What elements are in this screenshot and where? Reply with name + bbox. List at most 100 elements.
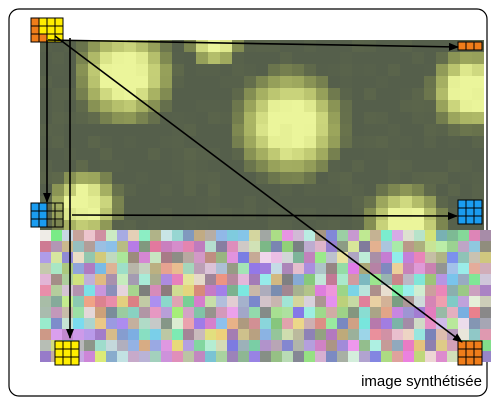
pixel bbox=[216, 274, 227, 285]
pixel bbox=[183, 274, 194, 285]
pixel bbox=[280, 172, 292, 184]
pixel bbox=[112, 148, 124, 160]
pixel bbox=[388, 196, 400, 208]
pixel bbox=[52, 220, 64, 230]
pixel bbox=[403, 307, 414, 318]
pixel bbox=[88, 100, 100, 112]
pixel bbox=[326, 285, 337, 296]
pixel bbox=[304, 274, 315, 285]
pixel bbox=[381, 351, 392, 362]
pixel bbox=[238, 285, 249, 296]
pixel bbox=[469, 230, 480, 241]
pixel bbox=[220, 196, 232, 208]
pixel bbox=[139, 241, 150, 252]
pixel bbox=[376, 64, 388, 76]
pixel bbox=[52, 76, 64, 88]
pixel bbox=[414, 263, 425, 274]
pixel bbox=[392, 230, 403, 241]
pixel bbox=[128, 318, 139, 329]
pixel bbox=[328, 160, 340, 172]
pixel bbox=[414, 252, 425, 263]
pixel bbox=[480, 274, 491, 285]
pixel bbox=[359, 274, 370, 285]
pixel bbox=[100, 220, 112, 230]
pixel bbox=[412, 160, 424, 172]
pixel bbox=[160, 172, 172, 184]
pixel bbox=[124, 136, 136, 148]
pixel bbox=[183, 318, 194, 329]
pixel bbox=[62, 252, 73, 263]
pixel bbox=[46, 25, 56, 35]
pixel bbox=[183, 340, 194, 351]
pixel bbox=[244, 40, 256, 52]
pixel bbox=[457, 41, 467, 51]
pixel bbox=[249, 252, 260, 263]
pixel bbox=[465, 215, 475, 225]
pixel bbox=[436, 184, 448, 196]
pixel bbox=[95, 263, 106, 274]
pixel bbox=[208, 88, 220, 100]
pixel bbox=[150, 241, 161, 252]
pixel bbox=[100, 76, 112, 88]
pixel bbox=[117, 274, 128, 285]
pixel bbox=[376, 172, 388, 184]
pixel bbox=[244, 196, 256, 208]
pixel bbox=[460, 100, 472, 112]
pixel bbox=[348, 340, 359, 351]
pixel bbox=[340, 100, 352, 112]
pixel bbox=[256, 220, 268, 230]
pixel bbox=[326, 318, 337, 329]
pixel bbox=[139, 329, 150, 340]
pixel bbox=[117, 318, 128, 329]
pixel bbox=[160, 160, 172, 172]
pixel bbox=[447, 241, 458, 252]
pixel bbox=[381, 329, 392, 340]
pixel bbox=[220, 52, 232, 64]
pixel bbox=[117, 351, 128, 362]
pixel bbox=[414, 274, 425, 285]
pixel bbox=[148, 196, 160, 208]
pixel bbox=[183, 351, 194, 362]
pixel bbox=[447, 318, 458, 329]
pixel bbox=[337, 252, 348, 263]
pixel bbox=[436, 124, 448, 136]
pixel bbox=[148, 40, 160, 52]
pixel bbox=[392, 241, 403, 252]
arrow bbox=[54, 35, 463, 343]
pixel bbox=[448, 136, 460, 148]
pixel bbox=[364, 112, 376, 124]
pixel bbox=[304, 329, 315, 340]
pixel bbox=[205, 296, 216, 307]
pixel bbox=[337, 307, 348, 318]
pixel bbox=[316, 88, 328, 100]
pixel bbox=[128, 263, 139, 274]
pixel bbox=[293, 241, 304, 252]
pixel bbox=[337, 230, 348, 241]
pixel bbox=[136, 160, 148, 172]
pixel bbox=[220, 124, 232, 136]
pixel bbox=[208, 124, 220, 136]
pixel bbox=[227, 241, 238, 252]
pixel bbox=[52, 160, 64, 172]
pixel bbox=[112, 124, 124, 136]
pixel bbox=[280, 40, 292, 52]
pixel bbox=[388, 160, 400, 172]
pixel bbox=[51, 329, 62, 340]
pixel bbox=[268, 148, 280, 160]
pixel bbox=[73, 285, 84, 296]
pixel bbox=[348, 263, 359, 274]
pixel bbox=[184, 160, 196, 172]
pixel bbox=[124, 40, 136, 52]
pixel bbox=[136, 112, 148, 124]
pixel bbox=[196, 172, 208, 184]
pixel bbox=[256, 40, 268, 52]
pixel bbox=[238, 241, 249, 252]
pixel bbox=[136, 184, 148, 196]
pixel bbox=[400, 160, 412, 172]
pixel bbox=[51, 252, 62, 263]
pixel bbox=[315, 329, 326, 340]
pixel bbox=[392, 263, 403, 274]
pixel bbox=[84, 285, 95, 296]
pixel bbox=[88, 76, 100, 88]
pixel bbox=[76, 112, 88, 124]
